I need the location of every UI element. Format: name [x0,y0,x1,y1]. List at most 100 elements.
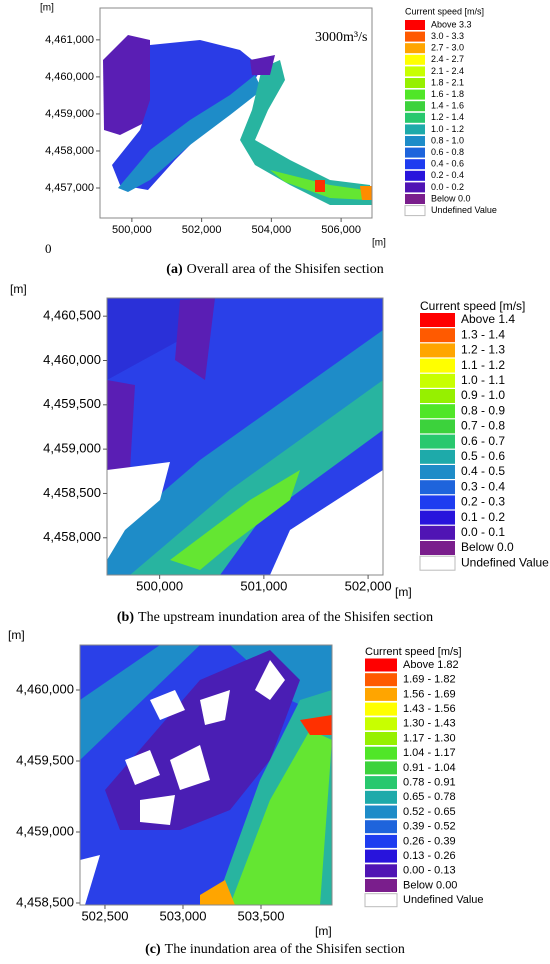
legend-label: Undefined Value [461,555,549,569]
x-tick-label: 503,000 [159,908,206,923]
legend-label: 0.65 - 0.78 [403,791,456,803]
legend-swatch [420,373,455,388]
legend-swatch [365,746,397,760]
legend-label: 0.4 - 0.5 [461,464,505,478]
legend-swatch [420,449,455,464]
legend-label: 1.2 - 1.3 [461,343,505,357]
plot-frame [99,7,373,219]
legend-label: 0.0 - 0.1 [461,525,505,539]
annotation: 3000m³/s [315,30,367,45]
legend-label: 2.4 - 2.7 [431,54,464,64]
x-tick-label: 500,000 [136,578,183,593]
plot-frame [79,644,333,906]
legend-swatch [365,820,397,834]
x-tick-label: 503,500 [238,908,285,923]
x-unit: [m] [315,924,332,938]
legend-label: 1.3 - 1.4 [461,327,505,341]
legend-swatch [420,465,455,479]
legend-swatch [420,495,455,510]
legend-swatch [420,389,455,403]
legend-label: 0.9 - 1.0 [461,388,505,402]
legend-swatch [420,343,455,358]
legend-label: 0.00 - 0.13 [403,865,456,877]
legend-swatch [405,31,425,42]
legend-label: 1.43 - 1.56 [403,703,456,715]
legend-swatch [365,732,397,745]
legend-label: 0.52 - 0.65 [403,806,456,818]
legend-swatch [365,805,397,819]
legend-swatch [365,687,397,701]
legend-label: 0.1 - 0.2 [461,510,505,524]
legend-swatch [420,541,455,555]
legend-swatch [405,101,425,112]
legend-label: Below 0.0 [431,193,471,203]
plot-frame [106,297,384,576]
legend-swatch [419,555,456,571]
legend-label: 1.6 - 1.8 [431,89,464,99]
legend-swatch [420,419,455,434]
legend-label: Above 1.4 [461,312,515,326]
legend-swatch [420,434,455,449]
legend-swatch [405,66,425,77]
legend-label: Above 1.82 [403,659,459,671]
legend-label: 1.4 - 1.6 [431,101,464,111]
x-tick-label: 504,000 [251,224,291,236]
legend-swatch [420,328,455,343]
legend-swatch [365,761,397,775]
caption: (b) The upstream inundation area of the S… [117,610,433,625]
legend-swatch [405,112,425,123]
x-unit: [m] [372,238,386,249]
legend-label: 0.3 - 0.4 [461,479,505,493]
x-tick-label: 500,000 [112,224,152,236]
legend-swatch [364,893,398,908]
x-unit: [m] [395,585,412,599]
y-unit: [m] [10,282,27,296]
legend-label: Undefined Value [431,205,497,215]
legend-label: 1.0 - 1.2 [431,124,464,134]
y-tick-label: 4,460,000 [45,71,94,83]
x-tick-label: 506,000 [321,224,361,236]
legend-label: 0.6 - 0.8 [431,147,464,157]
y-tick-label: 4,460,500 [43,308,101,323]
legend-swatch [405,43,425,54]
caption: (a) Overall area of the Shisifen section [166,262,383,277]
legend-title: Current speed [m/s] [405,6,484,16]
legend-label: 1.69 - 1.82 [403,674,456,686]
legend-label: 1.04 - 1.17 [403,747,456,759]
legend-swatch [365,776,397,790]
legend-swatch [405,89,425,100]
legend-label: 1.8 - 2.1 [431,77,464,87]
legend-swatch [420,358,455,373]
y-tick-label: 4,457,000 [45,182,94,194]
y-tick-label: 4,461,000 [45,34,94,46]
legend-swatch [420,525,455,540]
legend-label: 1.1 - 1.2 [461,358,505,372]
legend-swatch [405,54,425,65]
caption-text: The inundation area of the Shisifen sect… [165,942,405,957]
y-tick-label: 4,458,500 [43,485,101,500]
legend-swatch [405,78,425,88]
caption: (c) The inundation area of the Shisifen s… [145,942,405,957]
legend-swatch [420,480,455,495]
legend-swatch [405,136,425,146]
speed-field [103,35,372,205]
legend-swatch [420,313,455,327]
legend-swatch [405,182,425,193]
legend-label: 0.7 - 0.8 [461,419,505,433]
legend-label: 1.56 - 1.69 [403,688,456,700]
y-unit: [m] [40,3,54,14]
legend-swatch [420,510,455,525]
legend-label: Above 3.3 [431,19,472,29]
legend-label: 0.39 - 0.52 [403,821,456,833]
y-tick-label: 4,459,500 [16,752,74,767]
legend-label: 0.2 - 0.3 [461,495,505,509]
legend-label: 0.8 - 1.0 [431,135,464,145]
y-tick-label: 4,460,000 [16,681,74,696]
legend-label: 2.7 - 3.0 [431,43,464,53]
legend-label: 0.2 - 0.4 [431,170,464,180]
legend-swatch [405,159,425,170]
legend-label: Below 0.00 [403,879,457,891]
legend-swatch [365,864,397,878]
legend-swatch [365,879,397,892]
